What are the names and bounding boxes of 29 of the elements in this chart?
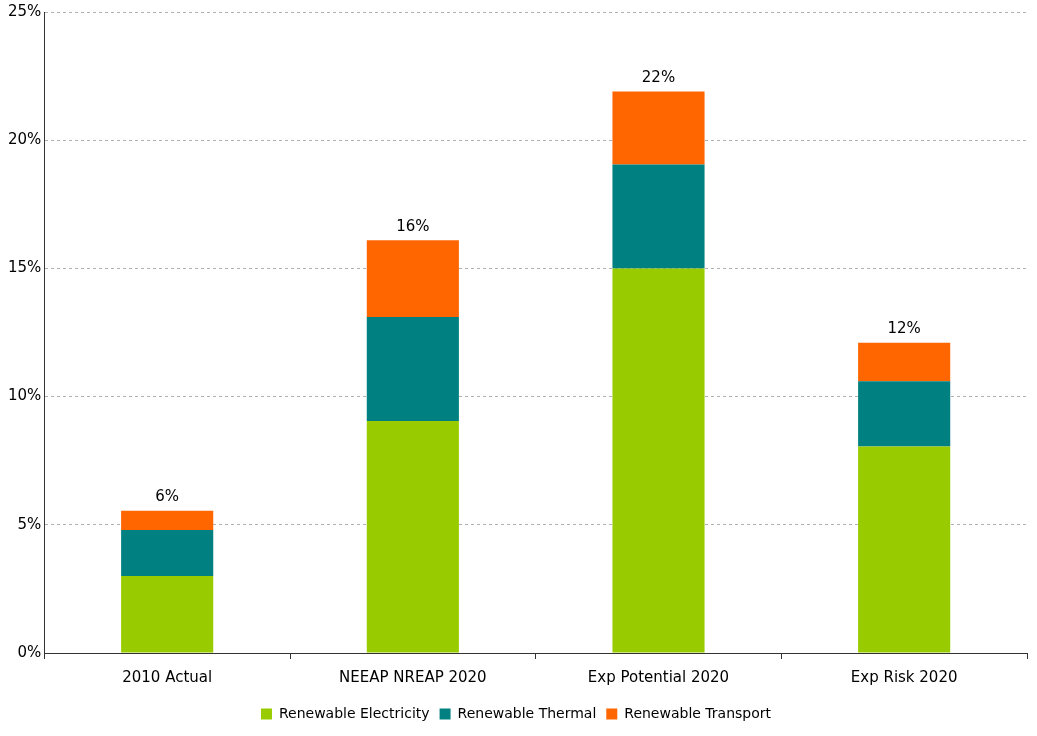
bar xyxy=(366,317,459,421)
total-label: 12% xyxy=(887,319,921,338)
bar xyxy=(858,342,951,382)
y-tick-label: 15% xyxy=(8,258,42,277)
legend-label: Renewable Thermal xyxy=(457,704,597,721)
bar xyxy=(121,529,214,577)
bar xyxy=(366,240,459,318)
y-tick-label: 0% xyxy=(17,642,42,661)
bar xyxy=(858,381,951,447)
x-tick-label: Exp Potential 2020 xyxy=(587,667,730,686)
bar xyxy=(612,91,705,165)
total-label: 6% xyxy=(155,487,180,506)
total-label: 22% xyxy=(641,67,676,86)
bar xyxy=(612,164,705,269)
bar xyxy=(858,446,951,653)
bar xyxy=(612,268,705,653)
bar xyxy=(121,576,214,653)
y-tick-label: 20% xyxy=(8,130,42,149)
y-tick-label: 25% xyxy=(8,1,42,20)
x-tick-label: Exp Risk 2020 xyxy=(850,667,958,686)
bar xyxy=(121,510,214,530)
bar xyxy=(366,420,459,653)
legend-label: Renewable Transport xyxy=(624,704,772,721)
x-tick-label: NEEAP NREAP 2020 xyxy=(339,667,487,686)
x-tick-label: 2010 Actual xyxy=(122,667,213,686)
y-tick-label: 10% xyxy=(8,386,42,405)
y-tick-label: 5% xyxy=(17,514,42,533)
total-label: 16% xyxy=(396,216,430,235)
legend-label: Renewable Electricity xyxy=(278,704,430,721)
